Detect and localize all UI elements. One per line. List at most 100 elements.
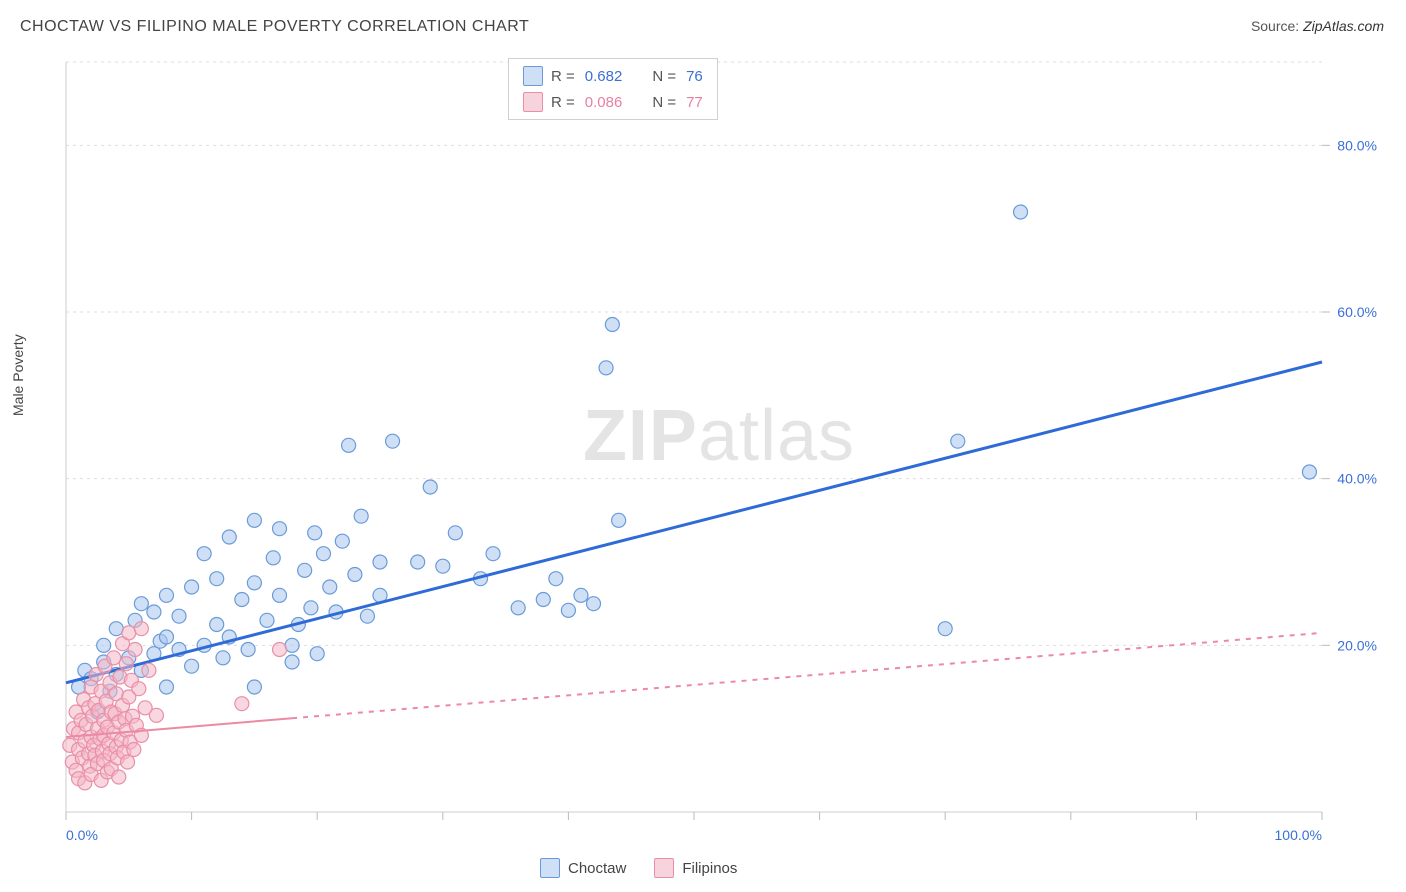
data-point (185, 580, 199, 594)
data-point (247, 576, 261, 590)
data-point (310, 647, 324, 661)
data-point (587, 597, 601, 611)
data-point (241, 643, 255, 657)
data-point (354, 509, 368, 523)
plot-area: 0.0%100.0%20.0%40.0%60.0%80.0% ZIPatlas (54, 52, 1384, 852)
data-point (247, 680, 261, 694)
data-point (574, 588, 588, 602)
data-point (511, 601, 525, 615)
legend-swatch (523, 66, 543, 86)
data-point (134, 597, 148, 611)
data-point (273, 588, 287, 602)
x-tick-label: 100.0% (1275, 827, 1322, 843)
n-value: 77 (686, 94, 703, 111)
data-point (335, 534, 349, 548)
r-label: R = (551, 68, 575, 85)
data-point (260, 613, 274, 627)
data-point (436, 559, 450, 573)
data-point (185, 659, 199, 673)
data-point (536, 593, 550, 607)
legend-label: Choctaw (568, 860, 626, 877)
data-point (360, 609, 374, 623)
data-point (128, 643, 142, 657)
data-point (109, 622, 123, 636)
data-point (411, 555, 425, 569)
data-point (121, 755, 135, 769)
data-point (486, 547, 500, 561)
data-point (273, 643, 287, 657)
data-point (122, 626, 136, 640)
legend-swatch (540, 858, 560, 878)
n-value: 76 (686, 68, 703, 85)
data-point (107, 651, 121, 665)
data-point (316, 547, 330, 561)
data-point (938, 622, 952, 636)
chart-title: CHOCTAW VS FILIPINO MALE POVERTY CORRELA… (20, 18, 529, 36)
data-point (210, 572, 224, 586)
data-point (273, 522, 287, 536)
data-point (1014, 205, 1028, 219)
source-attribution: Source: ZipAtlas.com (1251, 18, 1384, 34)
data-point (235, 593, 249, 607)
data-point (216, 651, 230, 665)
legend-swatch (523, 92, 543, 112)
y-tick-label: 80.0% (1337, 137, 1377, 153)
y-axis-label: Male Poverty (10, 334, 26, 416)
data-point (298, 563, 312, 577)
data-point (308, 526, 322, 540)
x-tick-label: 0.0% (66, 827, 98, 843)
data-point (127, 743, 141, 757)
data-point (342, 438, 356, 452)
data-point (149, 708, 163, 722)
data-point (266, 551, 280, 565)
y-tick-label: 40.0% (1337, 471, 1377, 487)
data-point (612, 513, 626, 527)
data-point (197, 547, 211, 561)
data-point (172, 609, 186, 623)
r-value: 0.682 (585, 68, 623, 85)
data-point (386, 434, 400, 448)
data-point (112, 770, 126, 784)
legend-item: Choctaw (540, 858, 626, 878)
data-point (134, 622, 148, 636)
data-point (235, 697, 249, 711)
legend-label: Filipinos (682, 860, 737, 877)
data-point (423, 480, 437, 494)
data-point (119, 657, 133, 671)
data-point (247, 513, 261, 527)
data-point (285, 655, 299, 669)
series-legend: Choctaw Filipinos (540, 858, 737, 878)
n-label: N = (652, 94, 676, 111)
data-point (142, 663, 156, 677)
source-label: Source: (1251, 18, 1303, 34)
correlation-legend: R = 0.682 N = 76 R = 0.086 N = 77 (508, 58, 718, 120)
legend-row: R = 0.682 N = 76 (509, 63, 717, 89)
data-point (599, 361, 613, 375)
y-tick-label: 60.0% (1337, 304, 1377, 320)
data-point (222, 530, 236, 544)
data-point (448, 526, 462, 540)
data-point (159, 588, 173, 602)
legend-swatch (654, 858, 674, 878)
data-point (1302, 465, 1316, 479)
legend-row: R = 0.086 N = 77 (509, 89, 717, 115)
data-point (605, 318, 619, 332)
data-point (210, 618, 224, 632)
data-point (97, 638, 111, 652)
r-label: R = (551, 94, 575, 111)
r-value: 0.086 (585, 94, 623, 111)
data-point (147, 605, 161, 619)
data-point (159, 630, 173, 644)
data-point (323, 580, 337, 594)
data-point (951, 434, 965, 448)
data-point (285, 638, 299, 652)
data-point (304, 601, 318, 615)
data-point (373, 555, 387, 569)
legend-item: Filipinos (654, 858, 737, 878)
data-point (549, 572, 563, 586)
n-label: N = (652, 68, 676, 85)
source-value: ZipAtlas.com (1303, 18, 1384, 34)
data-point (348, 568, 362, 582)
data-point (132, 682, 146, 696)
scatter-chart: 0.0%100.0%20.0%40.0%60.0%80.0% (54, 52, 1384, 852)
